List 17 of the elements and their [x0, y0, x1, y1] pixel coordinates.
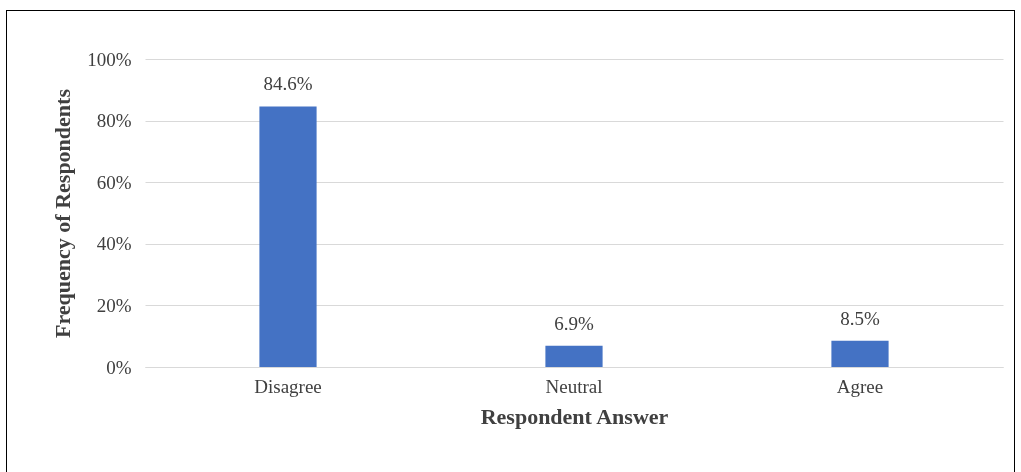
y-axis-title: Frequency of Respondents [50, 88, 76, 338]
data-label: 6.9% [554, 312, 594, 334]
y-tick-label: 0% [106, 356, 132, 378]
data-label: 8.5% [840, 307, 880, 329]
bar [545, 345, 603, 367]
y-tick-label: 40% [96, 233, 132, 255]
y-tick-label: 60% [96, 171, 132, 193]
x-tick-label: Agree [836, 375, 884, 397]
bar [259, 106, 317, 367]
x-tick-label: Neutral [545, 375, 603, 397]
y-tick-label: 80% [96, 110, 132, 132]
y-tick-label: 20% [96, 294, 132, 316]
x-axis-title: Respondent Answer [480, 403, 669, 429]
data-label: 84.6% [263, 73, 313, 95]
bar [831, 340, 889, 367]
x-tick-label: Disagree [254, 375, 322, 397]
y-tick-label: 100% [87, 48, 132, 70]
